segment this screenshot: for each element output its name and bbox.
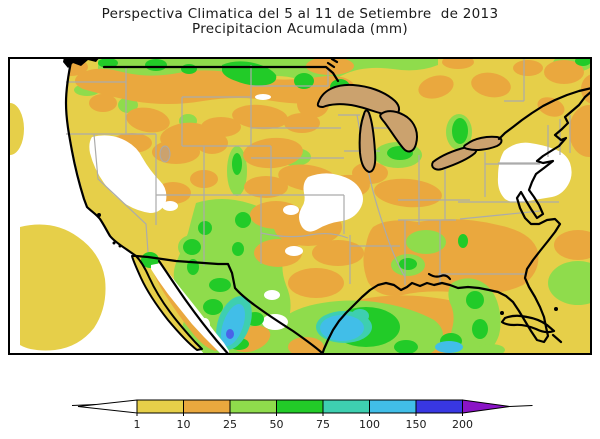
baja-california-outline <box>131 255 203 351</box>
legend-tick-label-200: 200 <box>452 418 473 431</box>
map-title-line2: Precipitacion Acumulada (mm) <box>192 21 408 37</box>
map-title-line1: Perspectiva Climatica del 5 al 11 de Set… <box>101 6 499 22</box>
precipitation-map <box>8 57 592 355</box>
legend-tick-label-25: 25 <box>223 418 237 431</box>
precipitation-map-svg <box>8 57 592 355</box>
legend-band-3 <box>276 400 323 413</box>
legend-band-6 <box>416 400 463 413</box>
legend-tick-label-50: 50 <box>270 418 284 431</box>
legend-band-1 <box>183 400 230 413</box>
islands <box>63 57 558 315</box>
legend-band-4 <box>323 400 370 413</box>
color-scale-legend: 1 10 25 50 75 100 150 200 <box>70 392 540 432</box>
legend-band-5 <box>369 400 416 413</box>
legend-tick-label-1: 1 <box>134 418 141 431</box>
legend-right-tail <box>509 405 533 407</box>
legend-below-min-arrow <box>77 399 138 414</box>
legend-band-0 <box>137 400 184 413</box>
map-frame <box>8 57 592 355</box>
state-borders <box>66 59 571 285</box>
white-patches <box>89 94 572 332</box>
great-salt-lake <box>159 145 171 163</box>
coastlines <box>64 57 592 355</box>
color-scale-svg: 1 10 25 50 75 100 150 200 <box>71 399 533 431</box>
legend-above-max-arrow <box>462 399 510 414</box>
legend-tick-label-150: 150 <box>406 418 427 431</box>
legend-tick-label-10: 10 <box>177 418 191 431</box>
legend-band-2 <box>230 400 277 413</box>
legend-tick-label-100: 100 <box>359 418 380 431</box>
legend-tick-label-75: 75 <box>316 418 330 431</box>
great-lakes <box>316 83 503 173</box>
